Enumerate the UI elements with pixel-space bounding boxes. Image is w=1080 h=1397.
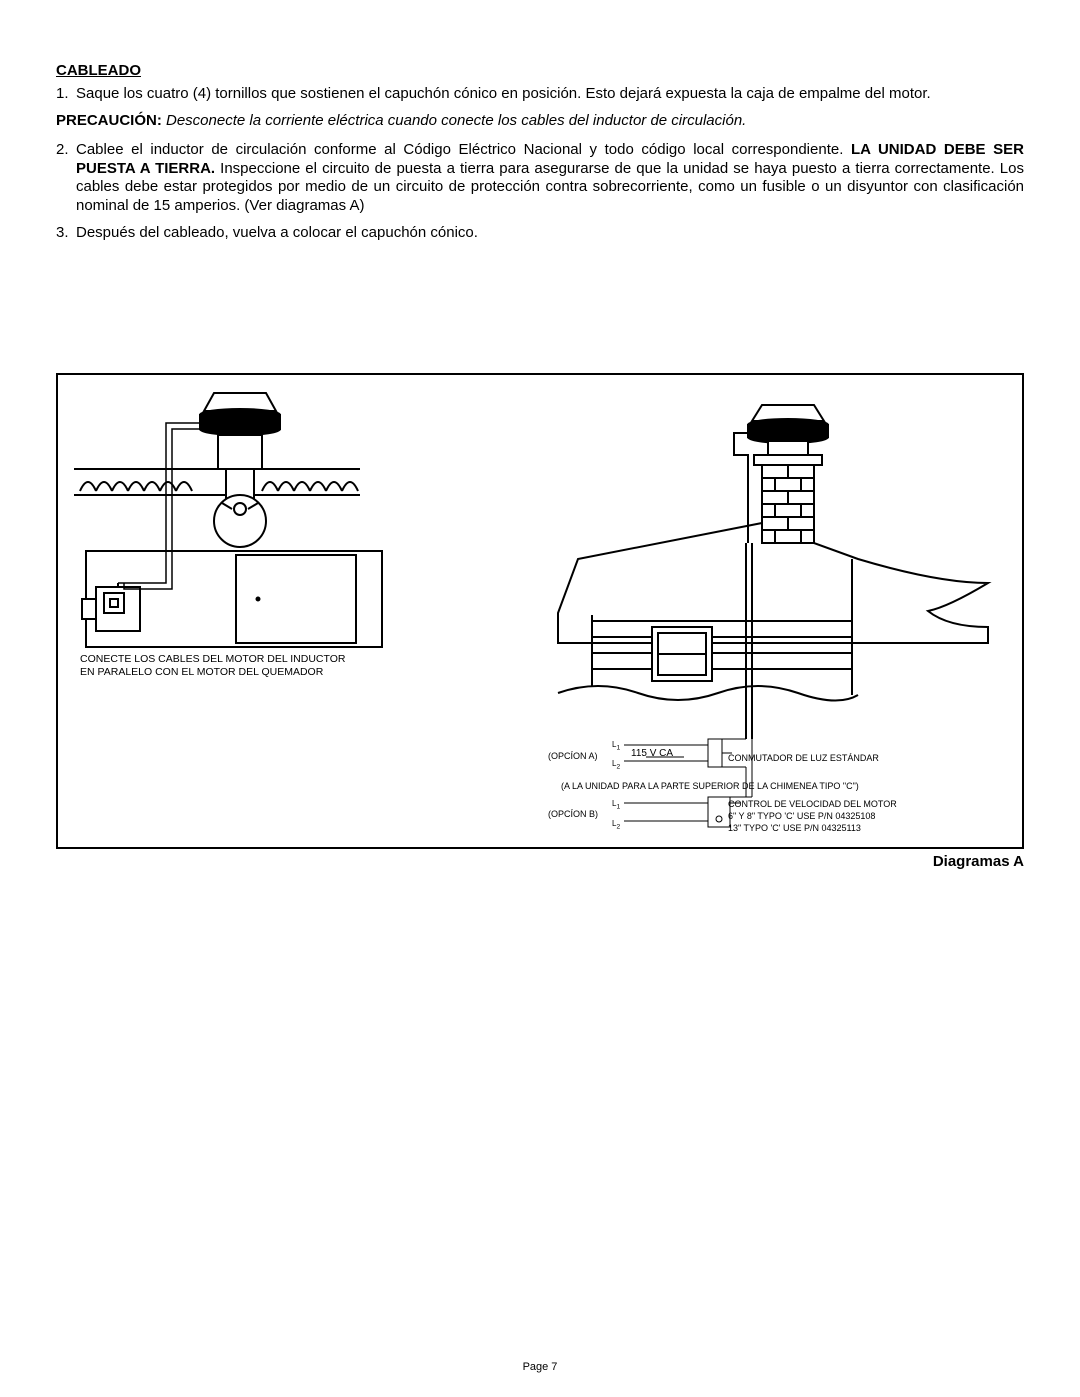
left-caption-line1: CONECTE LOS CABLES DEL MOTOR DEL INDUCTO… bbox=[80, 653, 345, 665]
instruction-list-cont: 2. Cablee el inductor de circulación con… bbox=[56, 141, 1024, 243]
list-item: 1. Saque los cuatro (4) tornillos que so… bbox=[56, 85, 1024, 104]
instruction-list: 1. Saque los cuatro (4) tornillos que so… bbox=[56, 85, 1024, 104]
speed-control-label: CONTROL DE VELOCIDAD DEL MOTOR bbox=[728, 799, 897, 809]
item-pre: Cablee el inductor de circulación confor… bbox=[76, 141, 851, 158]
diagram-frame: CONECTE LOS CABLES DEL MOTOR DEL INDUCTO… bbox=[56, 373, 1024, 849]
page-footer: Page 7 bbox=[0, 1361, 1080, 1373]
item-post: Inspeccione el circuito de puesta a tier… bbox=[76, 160, 1024, 215]
caution-paragraph: PRECAUCIÓN: Desconecte la corriente eléc… bbox=[56, 112, 1024, 129]
left-caption-line2: EN PARALELO CON EL MOTOR DEL QUEMADOR bbox=[80, 666, 323, 678]
left-diagram-caption: CONECTE LOS CABLES DEL MOTOR DEL INDUCTO… bbox=[80, 653, 345, 679]
left-diagram bbox=[66, 383, 396, 653]
section-title: CABLEADO bbox=[56, 62, 1024, 79]
caution-text: Desconecte la corriente eléctrica cuando… bbox=[162, 112, 747, 129]
typo-note-2: 13" TYPO 'C' USE P/N 04325113 bbox=[728, 823, 861, 833]
list-item: 2. Cablee el inductor de circulación con… bbox=[56, 141, 1024, 216]
item-body: Después del cableado, vuelva a colocar e… bbox=[76, 224, 1024, 243]
item-number: 3. bbox=[56, 224, 76, 243]
diagram-caption: Diagramas A bbox=[56, 853, 1024, 870]
right-diagram bbox=[518, 383, 998, 743]
item-number: 2. bbox=[56, 141, 76, 216]
l1-label-a: L1 bbox=[612, 740, 620, 752]
switch-label: CONMUTADOR DE LUZ ESTÁNDAR bbox=[728, 753, 879, 763]
l2-label-a: L2 bbox=[612, 759, 620, 771]
l1-label-b: L1 bbox=[612, 799, 620, 811]
item-body: Saque los cuatro (4) tornillos que sosti… bbox=[76, 85, 1024, 104]
caution-label: PRECAUCIÓN: bbox=[56, 112, 162, 129]
item-number: 1. bbox=[56, 85, 76, 104]
list-item: 3. Después del cableado, vuelva a coloca… bbox=[56, 224, 1024, 243]
item-body: Cablee el inductor de circulación confor… bbox=[76, 141, 1024, 216]
voltage-label: 115 V CA bbox=[631, 748, 673, 759]
l2-label-b: L2 bbox=[612, 819, 620, 831]
option-b-label: (OPCÍON B) bbox=[548, 809, 598, 819]
option-a-label: (OPCÍON A) bbox=[548, 751, 598, 761]
mid-note: (A LA UNIDAD PARA LA PARTE SUPERIOR DE L… bbox=[561, 781, 859, 791]
typo-note-1: 6" Y 8" TYPO 'C' USE P/N 04325108 bbox=[728, 811, 875, 821]
